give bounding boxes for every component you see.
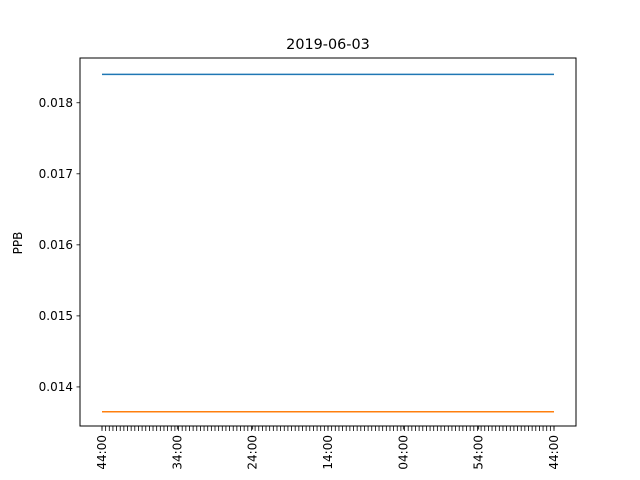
y-tick-label: 0.018 (39, 96, 73, 110)
y-axis: 0.014 0.015 0.016 0.017 0.018 (39, 96, 80, 394)
y-tick-label: 0.015 (39, 309, 73, 323)
chart-title: 2019-06-03 (286, 37, 370, 53)
axes-frame (79, 57, 577, 427)
y-tick-label: 0.014 (39, 380, 73, 394)
y-tick-label: 0.017 (39, 167, 73, 181)
series-lines (102, 73, 554, 413)
x-tick-label: 44:00 (547, 435, 561, 470)
x-axis: 44:00 34:00 24:00 14:00 04:00 54:00 44:00 (95, 426, 561, 470)
x-tick-label: 34:00 (170, 435, 184, 470)
x-tick-label: 04:00 (396, 435, 410, 470)
y-axis-label: PPB (11, 232, 25, 255)
x-tick-label: 54:00 (472, 435, 486, 470)
x-tick-label: 44:00 (95, 435, 109, 470)
y-tick-label: 0.016 (39, 238, 73, 252)
x-tick-label: 14:00 (321, 435, 335, 470)
x-tick-label: 24:00 (246, 435, 260, 470)
